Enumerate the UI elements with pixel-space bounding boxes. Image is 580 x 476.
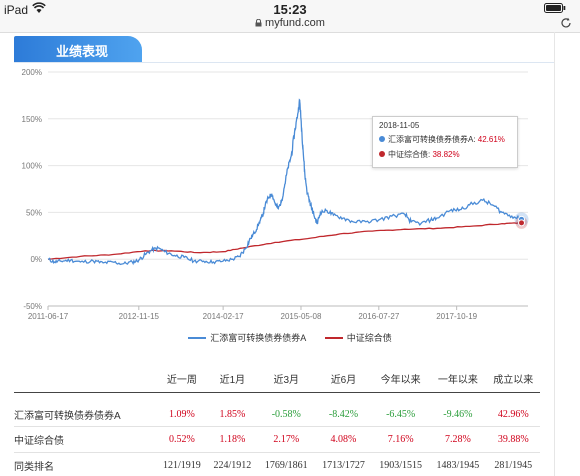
table-header: 近1月	[219, 375, 246, 387]
legend-swatch	[324, 337, 343, 339]
lock-icon	[255, 19, 262, 27]
y-tick-label: 0%	[30, 255, 42, 264]
address-bar[interactable]: myfund.com	[0, 16, 580, 32]
device-name: iPad	[4, 3, 29, 17]
legend-label: 汇添富可转换债券债券A	[210, 333, 307, 343]
y-tick-label: 50%	[26, 208, 42, 217]
tooltip-row-index: 中证综合债: 38.82%	[379, 149, 511, 160]
toolbar-divider	[0, 32, 580, 33]
section-divider	[14, 62, 554, 63]
legend-item-index[interactable]: 中证综合债	[324, 331, 392, 344]
y-tick-label: -50%	[23, 302, 42, 311]
status-bar: iPad 15:23	[0, 0, 580, 20]
table-header	[14, 366, 157, 392]
tooltip-value: 38.82%	[432, 150, 460, 159]
table-cell: 0.52%	[168, 433, 195, 445]
series-point-index[interactable]	[518, 219, 526, 227]
table-cell: 7.28%	[444, 433, 471, 445]
y-tick-label: 200%	[22, 68, 42, 77]
performance-table: 近一周 近1月 近3月 近6月 今年以来 一年以来 成立以来 汇添富可转换债券债…	[14, 366, 540, 476]
table-row: 同类排名 121/1919 224/1912 1769/1861 1713/17…	[14, 452, 540, 476]
table-cell: 1713/1727	[322, 459, 365, 471]
table-cell: 224/1912	[213, 459, 252, 471]
table-header: 近3月	[273, 375, 300, 387]
table-cell: -8.42%	[328, 408, 359, 420]
table-cell: -9.46%	[443, 408, 473, 420]
tooltip-label: 汇添富可转换债券债券A:	[388, 135, 478, 144]
table-header: 一年以来	[437, 375, 478, 387]
table-cell: -6.45%	[386, 408, 416, 420]
table-cell: 1483/1945	[436, 459, 480, 471]
table-header: 近一周	[166, 375, 197, 387]
refresh-icon[interactable]	[560, 17, 572, 29]
table-cell: 121/1919	[163, 459, 201, 471]
table-header: 成立以来	[493, 375, 534, 387]
section-title: 业绩表现	[56, 44, 109, 59]
legend-label: 中证综合债	[346, 333, 392, 343]
table-cell: 1769/1861	[264, 459, 308, 471]
tooltip-value: 42.61%	[477, 135, 505, 144]
table-header-row: 近一周 近1月 近3月 近6月 今年以来 一年以来 成立以来	[14, 366, 540, 392]
tooltip-row-fund: 汇添富可转换债券债券A: 42.61%	[379, 134, 511, 145]
chart-legend: 汇添富可转换债券债券A 中证综合债	[0, 331, 580, 344]
table-row: 中证综合债 0.52% 1.18% 2.17% 4.08% 7.16% 7.28…	[14, 426, 540, 452]
table-header: 今年以来	[380, 375, 421, 387]
content-edge	[554, 32, 555, 476]
series-line-index	[47, 222, 522, 260]
y-tick-label: 100%	[22, 162, 42, 171]
x-tick-label: 2016-07-27	[358, 312, 399, 321]
row-name: 中证综合债	[14, 435, 64, 447]
series-dot-icon	[379, 151, 385, 157]
y-tick-label: 150%	[22, 115, 42, 124]
legend-swatch	[188, 337, 207, 339]
table-cell: 2.17%	[273, 433, 300, 445]
x-tick-label: 2011-06-17	[28, 312, 69, 321]
wifi-icon	[32, 2, 46, 13]
table-cell: 1.18%	[219, 433, 246, 445]
table-cell: 39.88%	[497, 433, 529, 445]
series-line-fund	[47, 98, 522, 266]
series-dot-icon	[379, 136, 385, 142]
row-name: 同类排名	[14, 461, 54, 473]
tooltip-date: 2018-11-05	[379, 121, 420, 130]
table-cell: -0.58%	[271, 408, 301, 420]
battery-icon	[544, 3, 566, 13]
table-cell: 281/1945	[494, 459, 533, 471]
x-tick-label: 2012-11-15	[119, 312, 160, 321]
performance-chart[interactable]: 200% 150% 100% 50% 0% -50%2011-06-17 2012-11-1…	[0, 62, 580, 324]
tooltip-label: 中证综合债:	[388, 150, 433, 159]
table-cell: 1.85%	[219, 408, 246, 420]
table-cell: 1.09%	[168, 408, 195, 420]
legend-item-fund[interactable]: 汇添富可转换债券债券A	[188, 331, 306, 344]
table-cell: 4.08%	[330, 433, 357, 445]
row-name: 汇添富可转换债券债券A	[14, 410, 121, 422]
table-row: 汇添富可转换债券债券A 1.09% 1.85% -0.58% -8.42% -6…	[14, 392, 540, 426]
table-header: 近6月	[330, 375, 357, 387]
x-tick-label: 2015-05-08	[281, 312, 322, 321]
x-tick-label: 2014-02-17	[203, 312, 244, 321]
table-cell: 7.16%	[387, 433, 414, 445]
x-tick-label: 2017-10-19	[436, 312, 477, 321]
chart-tooltip: 2018-11-05 汇添富可转换债券债券A: 42.61% 中证综合债: 38…	[372, 116, 518, 168]
section-tab-performance[interactable]: 业绩表现	[14, 36, 142, 62]
table-cell: 42.96%	[497, 408, 529, 420]
clock: 15:23	[273, 2, 307, 17]
table-cell: 1903/1515	[379, 459, 423, 471]
url-text: myfund.com	[265, 17, 325, 29]
